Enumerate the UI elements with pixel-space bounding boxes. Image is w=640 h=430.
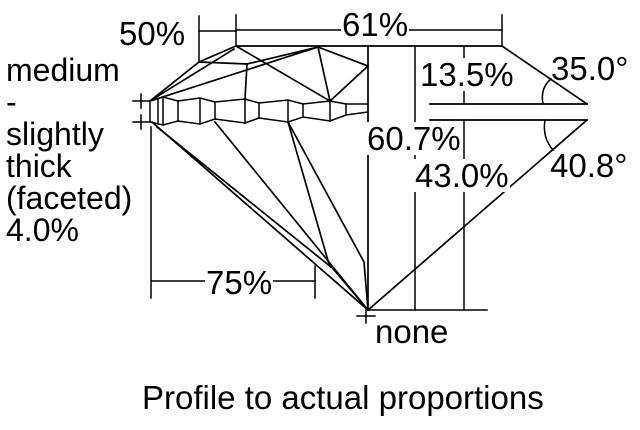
girdle-description-line: - (6, 84, 17, 120)
table-size-label: 61% (341, 6, 410, 43)
diagram-caption: Profile to actual proportions (142, 379, 544, 416)
pavilion-angle-label: 40.8° (550, 147, 628, 184)
crown-slope (500, 44, 589, 106)
girdle-top-edge (149, 96, 369, 105)
girdle-band (149, 96, 369, 126)
crown-wireframe (148, 44, 503, 311)
pavilion-silhouette-left (150, 120, 370, 312)
culet-tick-mark (356, 307, 376, 324)
girdle-description-line: medium (6, 52, 120, 88)
crown-angle-arc (541, 77, 553, 105)
girdle-tick-marks (132, 93, 150, 130)
pavilion-depth-label: 43.0% (414, 157, 510, 194)
girdle-description-line: thick (6, 148, 72, 184)
pavilion-wireframe (150, 120, 370, 312)
girdle-description-line: (faceted) (6, 180, 133, 216)
star-length-label: 50% (118, 15, 187, 52)
pavilion-angle-arc (543, 119, 555, 152)
girdle-description-line: 4.0% (6, 212, 79, 248)
crown-height-label: 13.5% (419, 56, 515, 93)
girdle-bottom-edge (149, 111, 369, 126)
crown-angle-label: 35.0° (551, 50, 629, 87)
pavilion-slope (366, 118, 589, 312)
girdle-description: medium - slightly thick (faceted) 4.0% (6, 54, 132, 246)
total-depth-label: 60.7% (366, 120, 462, 157)
culet-label: none (375, 313, 449, 350)
girdle-description-line: slightly (6, 116, 104, 152)
lower-girdle-label: 75% (205, 264, 274, 301)
angle-schematic (366, 44, 589, 312)
